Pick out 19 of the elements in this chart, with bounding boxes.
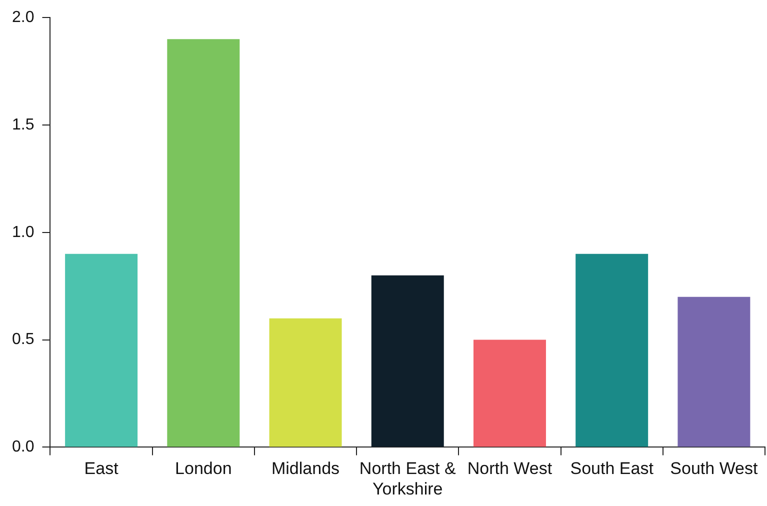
bar — [576, 254, 648, 447]
bar — [473, 340, 546, 447]
x-tick-label: London — [175, 459, 232, 478]
y-tick-label: 1.0 — [12, 224, 34, 241]
x-tick-label: North West — [467, 459, 552, 478]
y-tick-label: 1.5 — [12, 116, 34, 134]
x-tick-label: South East — [570, 459, 654, 478]
bar — [678, 296, 750, 447]
x-tick-label: East — [84, 459, 119, 478]
bar — [371, 275, 444, 447]
y-tick-label: 0.5 — [12, 331, 34, 348]
x-tick-label: Midlands — [271, 459, 340, 478]
bar — [167, 39, 240, 447]
bar — [65, 254, 138, 447]
x-tick-label: North East & Yorkshire — [359, 459, 456, 498]
x-tick-label: South West — [670, 459, 758, 478]
y-tick-label: 0.0 — [12, 438, 34, 456]
bar — [269, 318, 342, 447]
y-tick-label: 2.0 — [12, 9, 34, 26]
